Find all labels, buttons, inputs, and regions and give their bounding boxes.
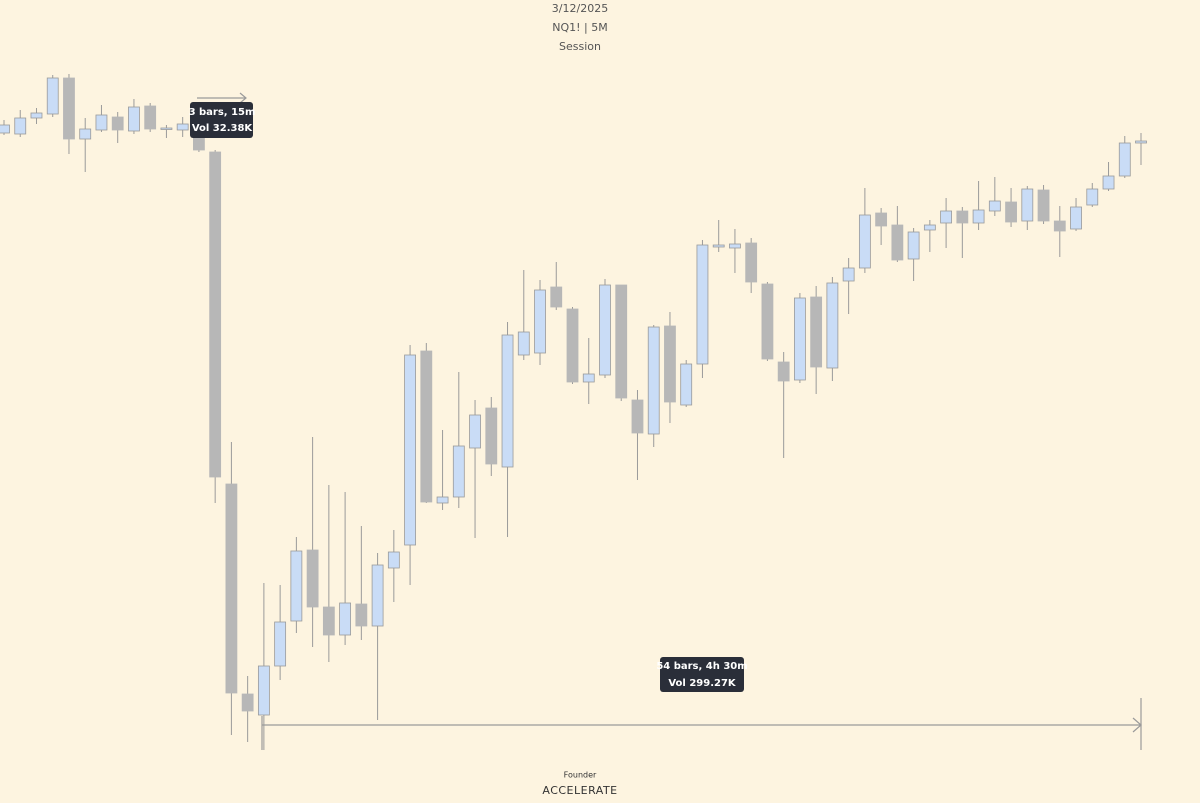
- measure-tool: 3 bars, 15m Vol 32.38K: [189, 92, 256, 138]
- candle-body: [339, 602, 352, 636]
- candle-body: [696, 244, 709, 365]
- candle-body: [469, 414, 481, 449]
- candle-body: [1070, 206, 1082, 230]
- candle-body: [956, 210, 969, 224]
- candle-body: [1086, 188, 1099, 206]
- tooltip-bars: 54 bars, 4h 30m: [656, 661, 747, 672]
- candle-body: [582, 373, 595, 383]
- tooltip: [660, 657, 744, 692]
- candle-body: [1102, 175, 1115, 190]
- candle-body: [1135, 140, 1147, 144]
- candle-body: [160, 127, 173, 130]
- candle-body: [712, 244, 725, 248]
- candle-body: [599, 284, 611, 376]
- candle-body: [875, 212, 888, 227]
- candle-body: [501, 334, 514, 468]
- candle-body: [355, 603, 368, 627]
- candle-body: [777, 361, 790, 382]
- chart-subtitle: NQ1! | 5M: [552, 21, 607, 34]
- candle-body: [566, 308, 579, 383]
- candle-body: [810, 296, 823, 368]
- tooltip: [190, 102, 253, 138]
- candle-body: [1005, 201, 1017, 223]
- candles: [0, 74, 1147, 750]
- candle-body: [972, 209, 985, 224]
- candle-body: [1118, 142, 1131, 177]
- candle-body: [436, 496, 449, 504]
- candle-body: [128, 106, 140, 132]
- candle-body: [225, 483, 238, 694]
- candle-body: [842, 267, 855, 282]
- candle-body: [306, 549, 319, 608]
- candle-body: [274, 621, 287, 667]
- candle-body: [988, 200, 1001, 212]
- candle-body: [940, 210, 952, 224]
- candle-body: [63, 77, 75, 140]
- candle-body: [1037, 189, 1050, 222]
- candle-body: [290, 550, 303, 622]
- footer-brand: ACCELERATE: [542, 784, 617, 797]
- candle-body: [907, 231, 920, 260]
- tooltip-volume: Vol 32.38K: [192, 123, 254, 134]
- candle-body: [534, 289, 546, 354]
- candle-body: [144, 105, 157, 130]
- candle-body: [209, 151, 222, 478]
- chart-title: 3/12/2025: [552, 2, 608, 15]
- candle-body: [387, 551, 400, 569]
- session-label: Session: [559, 40, 601, 53]
- candle-body: [95, 114, 108, 131]
- candle-body: [420, 350, 433, 503]
- candle-body: [923, 224, 936, 231]
- candle-body: [550, 286, 563, 308]
- candle-body: [371, 564, 384, 627]
- arrow-head: [239, 92, 247, 104]
- candle-body: [794, 297, 806, 381]
- candle-body: [257, 665, 270, 716]
- candle-body: [79, 128, 92, 140]
- candle-body: [647, 326, 660, 435]
- candle-body: [891, 224, 904, 261]
- candle-body: [241, 693, 254, 712]
- footer-label: Founder: [564, 771, 597, 780]
- candle-body: [858, 214, 871, 269]
- candle-body: [322, 606, 335, 636]
- candle-body: [1021, 188, 1034, 222]
- tooltip-bars: 3 bars, 15m: [189, 107, 256, 118]
- candle-body: [404, 354, 416, 546]
- candle-body: [452, 445, 465, 498]
- candle-body: [14, 117, 27, 135]
- candle-body: [664, 325, 676, 403]
- tooltip-volume: Vol 299.27K: [668, 678, 737, 689]
- candle-body: [176, 123, 189, 131]
- candle-body: [761, 283, 774, 360]
- candle-body: [729, 243, 741, 249]
- candle-body: [615, 284, 628, 399]
- candle-body: [745, 242, 758, 283]
- candle-body: [631, 399, 644, 434]
- arrow-head: [1132, 717, 1142, 733]
- candle-body: [1053, 220, 1066, 232]
- candle-body: [826, 282, 839, 369]
- measure-tool: 54 bars, 4h 30m Vol 299.27K: [261, 657, 1142, 750]
- candle-body: [30, 112, 43, 119]
- candle-body: [485, 407, 498, 465]
- candle-body: [46, 77, 59, 115]
- candle-body: [0, 124, 10, 134]
- candle-body: [680, 363, 693, 406]
- candle-body: [111, 116, 124, 131]
- candle-body: [517, 331, 530, 356]
